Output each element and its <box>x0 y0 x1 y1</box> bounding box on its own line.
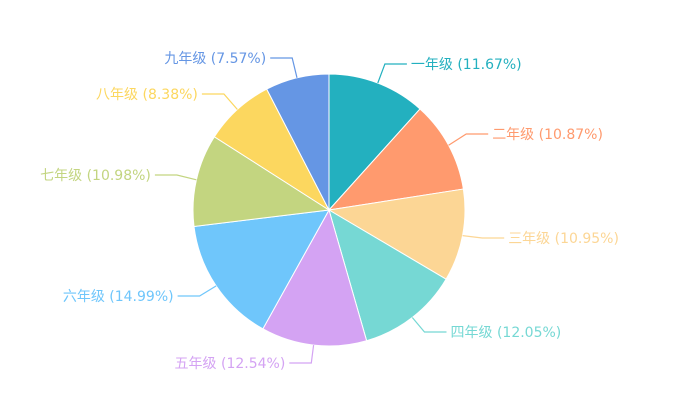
pie-slice[interactable] <box>328 208 447 342</box>
pie-slice[interactable] <box>327 188 466 280</box>
pie-slice[interactable] <box>266 73 330 211</box>
leader-line <box>462 235 505 239</box>
pie-slices <box>192 73 466 347</box>
slice-label: 七年级 (10.98%) <box>40 168 151 184</box>
leader-line <box>411 317 447 333</box>
slice-label: 四年级 (12.05%) <box>451 325 562 341</box>
slice-label: 六年级 (14.99%) <box>63 289 174 305</box>
leader-line <box>270 57 298 78</box>
leader-line <box>201 93 238 110</box>
slice-label: 五年级 (12.54%) <box>175 356 286 372</box>
slice-label: 八年级 (8.38%) <box>96 87 198 103</box>
slice-label: 三年级 (10.95%) <box>508 231 619 247</box>
leader-line <box>177 285 217 297</box>
leader-line <box>154 174 197 181</box>
pie-slice[interactable] <box>328 73 421 212</box>
slice-label: 二年级 (10.87%) <box>492 127 603 143</box>
leader-line <box>377 63 407 84</box>
slice-labels: 一年级 (11.67%) 二年级 (10.87%) 三年级 (10.95%) 四年级 … <box>40 51 619 372</box>
slice-label: 九年级 (7.57%) <box>164 51 266 67</box>
leader-line <box>448 133 489 146</box>
slice-label: 一年级 (11.67%) <box>411 57 522 73</box>
label-leader-lines <box>154 57 505 364</box>
leader-line <box>289 345 315 364</box>
